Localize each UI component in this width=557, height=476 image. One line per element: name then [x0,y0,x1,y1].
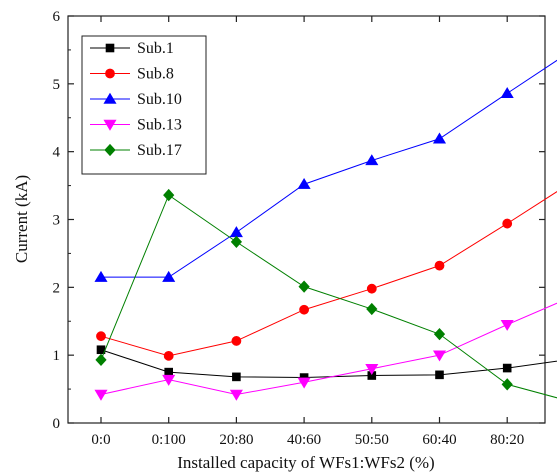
series-sub-10 [94,59,557,282]
y-axis: 0 1 2 3 4 5 6 [53,9,545,432]
data-point [297,177,311,189]
legend-item: Sub.10 [90,91,182,108]
legend-box [81,35,207,175]
legend-marker [103,119,117,131]
legend-marker [103,92,117,104]
x-tick-label: 40:60 [287,432,321,448]
data-point [433,327,446,341]
x-tick-label: 60:40 [422,432,456,448]
data-point [162,374,176,386]
data-point [95,353,107,367]
legend-label: Sub.1 [137,40,174,57]
x-tick-label: 50:50 [355,432,389,448]
data-point [500,87,514,99]
data-point [502,218,513,229]
data-point [366,283,377,294]
data-point [297,377,311,389]
data-point [432,132,447,144]
series-layer [94,59,557,401]
data-point [299,304,309,315]
series-line [100,194,557,399]
data-point [94,270,108,282]
data-point [232,372,241,382]
series-line [100,191,557,357]
data-point [298,280,310,293]
y-tick-label: 5 [53,77,61,93]
legend-marker [105,68,115,79]
data-point [365,364,379,376]
data-point [94,389,108,401]
y-tick-label: 1 [53,348,61,364]
y-tick-label: 6 [53,9,61,25]
legend-label: Sub.8 [137,66,174,83]
series-sub-1 [96,345,557,382]
legend-item: Sub.17 [90,142,182,159]
series-sub-17 [95,188,557,399]
data-point [434,260,445,271]
legend-label: Sub.10 [137,91,182,108]
legend-item: Sub.1 [90,40,174,57]
data-point [162,270,176,282]
legend: Sub.1 Sub.8 Sub.10 Sub.13 Sub.17 [81,35,207,175]
series-line [100,349,557,379]
x-tick-label: 0:100 [152,432,186,448]
x-axis-title: Installed capacity of WFs1:WFs2 (%) [177,453,434,472]
legend-marker [104,143,116,157]
data-point [231,336,242,346]
legend-label: Sub.17 [137,142,182,159]
data-point [500,319,514,331]
series-sub-8 [96,191,557,361]
legend-item: Sub.13 [90,117,182,134]
data-point [432,350,447,362]
data-point [366,302,378,316]
data-point [230,235,243,249]
data-point [502,363,512,373]
y-tick-label: 3 [53,213,61,229]
x-tick-label: 80:20 [490,432,524,448]
data-point [163,350,174,361]
series-sub-13 [94,302,557,401]
legend-item: Sub.8 [90,66,174,83]
data-point [501,378,513,391]
legend-marker [105,43,115,53]
y-tick-label: 0 [53,416,61,432]
data-point [365,154,379,166]
data-point [163,188,175,202]
x-tick-label: 0:0 [91,432,110,448]
legend-label: Sub.13 [137,117,182,134]
data-point [229,389,243,401]
x-tick-label: 20:80 [219,432,253,448]
y-tick-label: 2 [53,280,61,296]
y-axis-title: Current (kA) [12,175,31,263]
data-point [96,331,106,342]
data-point [229,226,243,238]
y-tick-label: 4 [53,145,61,161]
data-point [435,370,444,380]
series-line [100,302,557,396]
series-line [101,59,557,278]
